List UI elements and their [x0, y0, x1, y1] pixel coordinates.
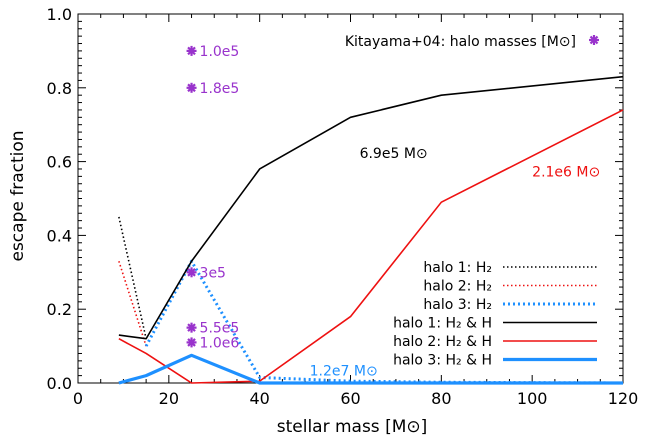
y-tick-label: 0.4 — [47, 226, 72, 245]
annotation-label: 6.9e5 M⊙ — [360, 146, 428, 162]
plot-frame — [77, 13, 624, 384]
y-tick-label: 0.8 — [47, 79, 72, 98]
x-tick-label: 80 — [431, 389, 451, 408]
x-tick-label: 120 — [608, 389, 639, 408]
kitayama-point-label: 1.0e5 — [200, 44, 240, 60]
y-tick-label: 0.2 — [47, 300, 72, 319]
kitayama-point-marker — [186, 45, 197, 56]
kitayama-label-group: Kitayama+04: halo masses [M⊙] — [345, 34, 576, 50]
kitayama-point-marker — [186, 337, 197, 348]
kitayama-point-marker — [186, 322, 197, 333]
kitayama-point-label: 1.8e5 — [200, 81, 240, 97]
asterisk-stroke — [187, 268, 196, 277]
series-line-6 — [118, 353, 623, 385]
legend-label: halo 3: H₂ — [423, 297, 492, 313]
annotation-label: 2.1e6 M⊙ — [532, 164, 600, 180]
annotation-label: 1.2e7 M⊙ — [310, 364, 378, 380]
kitayama-legend-marker — [589, 35, 599, 45]
series-lines — [118, 75, 624, 385]
x-tick-label: 20 — [159, 389, 179, 408]
x-tick-label: 60 — [340, 389, 360, 408]
x-tick-label: 100 — [517, 389, 548, 408]
legend-label: halo 3: H₂ & H — [393, 353, 492, 369]
series-line-2 — [118, 260, 147, 347]
axes-frame — [77, 13, 624, 384]
x-ticks: 0 20 40 60 80 100 120 — [73, 14, 638, 408]
kitayama-point-label: 1.0e6 — [200, 335, 240, 351]
legend-label: halo 2: H₂ & H — [393, 334, 492, 350]
kitayama-point-label: 3e5 — [200, 265, 226, 281]
asterisk-stroke — [187, 46, 196, 56]
legend-label: halo 2: H₂ — [423, 279, 492, 295]
asterisk-stroke — [187, 83, 196, 93]
kitayama-label: Kitayama+04: halo masses [M⊙] — [345, 34, 576, 50]
series-line-4 — [118, 75, 624, 340]
y-axis-label: escape fraction — [8, 130, 28, 261]
legend-label: halo 1: H₂ — [423, 260, 492, 276]
x-axis-label: stellar mass [M⊙] — [277, 417, 428, 437]
series-line-1 — [118, 216, 147, 339]
y-tick-label: 0.0 — [47, 374, 72, 393]
legend: halo 1: H₂ halo 2: H₂ halo 3: H₂ halo 1: H₂… — [393, 260, 597, 369]
x-tick-label: 0 — [73, 389, 83, 408]
asterisk-stroke — [589, 35, 599, 45]
asterisk-stroke — [187, 323, 196, 332]
x-tick-label: 40 — [249, 389, 269, 408]
asterisk-stroke — [187, 338, 196, 347]
kitayama-point-marker — [186, 267, 197, 278]
y-tick-label: 0.6 — [47, 153, 72, 172]
kitayama-point-label: 5.5e5 — [200, 321, 240, 337]
annotations: 6.9e5 M⊙ 2.1e6 M⊙ 1.2e7 M⊙ — [310, 146, 601, 380]
series-line-5 — [118, 109, 624, 384]
legend-label: halo 1: H₂ & H — [393, 316, 492, 332]
kitayama-point-marker — [186, 82, 197, 93]
y-ticks: 0.0 0.2 0.4 0.6 0.8 1.0 — [47, 5, 623, 393]
y-tick-label: 1.0 — [47, 5, 72, 24]
